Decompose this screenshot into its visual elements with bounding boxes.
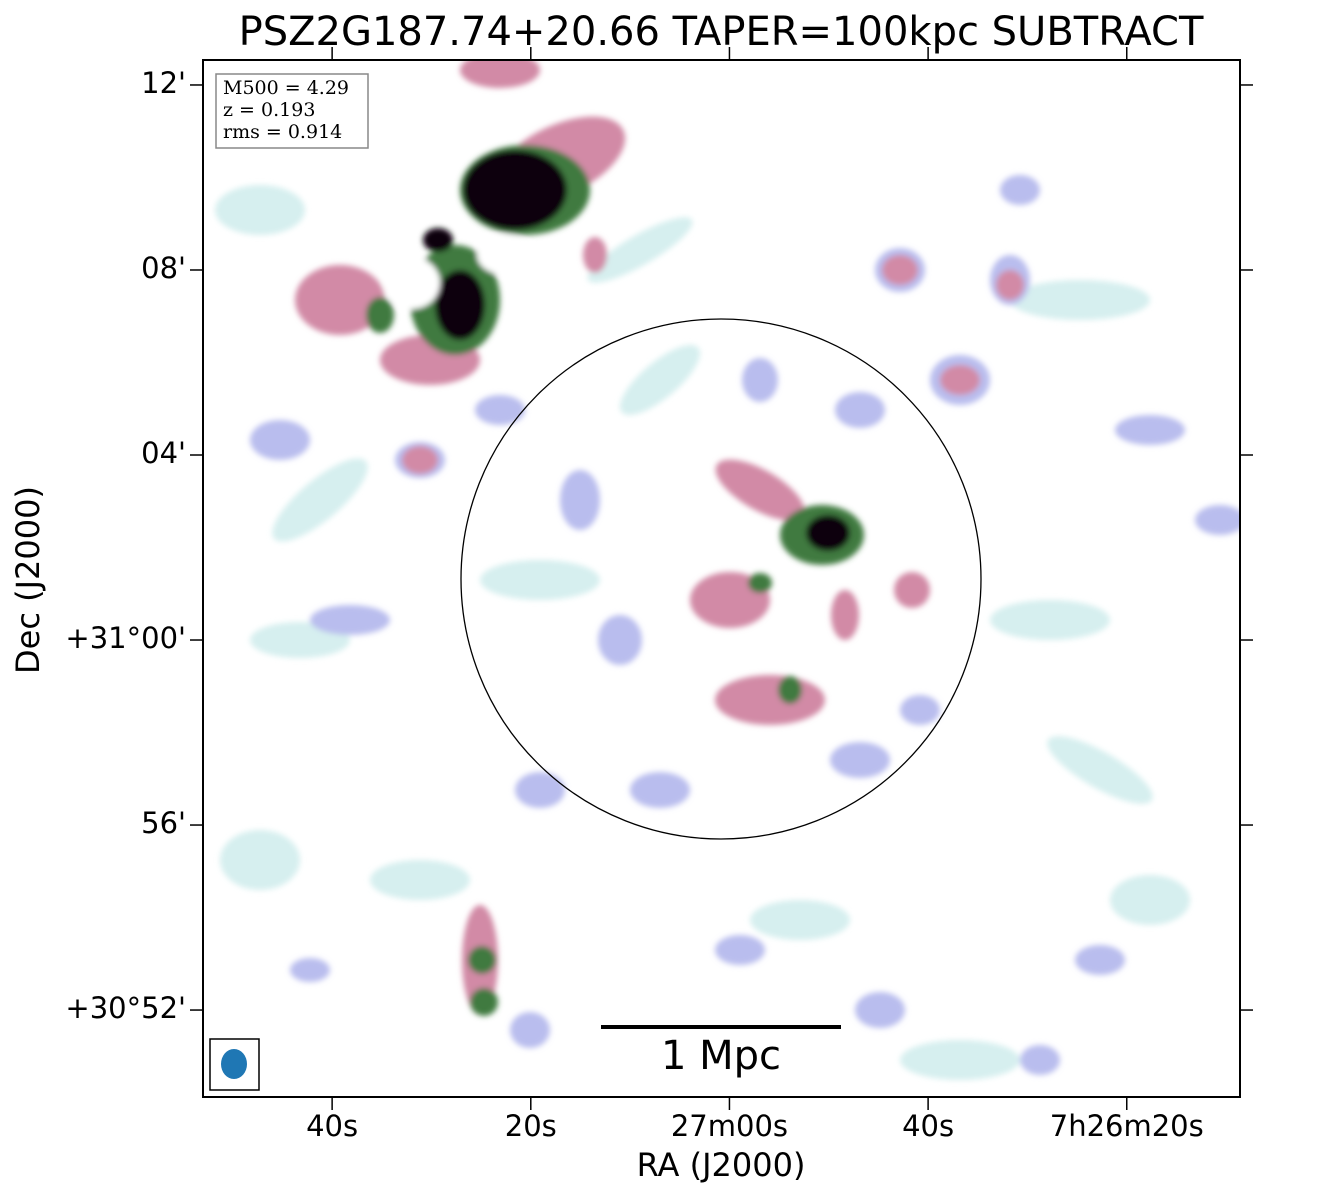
y-tick-label: 12' (141, 66, 186, 100)
beam (221, 1049, 247, 1079)
chart-title: PSZ2G187.74+20.66 TAPER=100kpc SUBTRACT (239, 9, 1204, 55)
x-tick-label: 7h26m20s (1050, 1109, 1204, 1143)
holes (384, 235, 533, 309)
info-text: z = 0.193 (223, 99, 315, 121)
y-axis-label: Dec (J2000) (9, 486, 47, 674)
x-axis-label: RA (J2000) (637, 1146, 806, 1184)
y-tick-label: +31°00' (65, 621, 186, 655)
faint-emission (215, 185, 1190, 1080)
scale-bar-label: 1 Mpc (661, 1033, 781, 1079)
y-tick-label: 56' (141, 806, 186, 840)
info-text: rms = 0.914 (223, 121, 342, 143)
info-box (215, 73, 369, 149)
x-tick-label: 20s (505, 1109, 557, 1143)
x-tick-label: 27m00s (671, 1109, 788, 1143)
info-text: M500 = 4.29 (223, 77, 349, 99)
axes-frame (202, 59, 1241, 1098)
r500-circle (460, 318, 982, 840)
y-tick-label: 04' (141, 436, 186, 470)
x-tick-label: 40s (902, 1109, 954, 1143)
y-tick-label: +30°52' (65, 991, 186, 1025)
radio-image (215, 60, 1240, 1080)
x-tick-label: 40s (306, 1109, 358, 1143)
y-tick-label: 08' (141, 251, 186, 285)
peak-emission (423, 150, 850, 551)
